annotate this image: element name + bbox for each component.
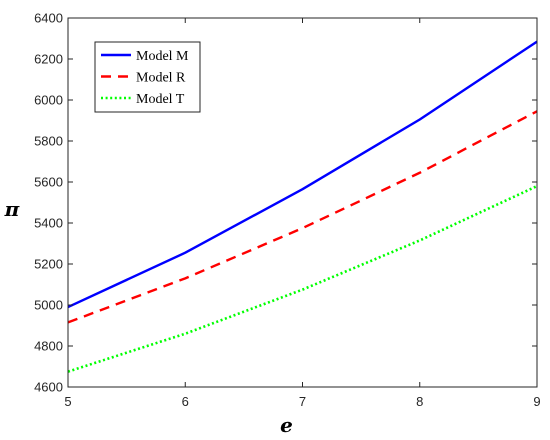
legend-label-model-m: Model M [136,49,189,64]
series-line-model-r [67,110,538,324]
x-tick-label: 7 [299,394,306,409]
legend-label-model-r: Model R [136,71,186,86]
series-layer [67,40,538,373]
x-tick-label: 9 [533,394,540,409]
y-tick-label: 6400 [34,11,63,26]
y-tick-label: 5200 [34,257,63,272]
x-tick-label: 6 [182,394,189,409]
y-tick-label: 6000 [34,93,63,108]
legend-box [94,41,201,113]
y-tick-label: 5600 [34,175,63,190]
series-line-model-t [67,184,538,373]
y-tick-label: 4600 [34,380,63,395]
x-tick-label: 5 [64,394,71,409]
x-axis-label: e [280,413,293,437]
y-tick-label: 6200 [34,52,63,67]
legend-label-model-t: Model T [136,92,185,107]
y-tick-label: 5000 [34,298,63,313]
y-axis-label: π [4,197,20,221]
y-tick-label: 5800 [34,134,63,149]
legend: Model M Model R Model T [94,41,201,113]
x-tick-label: 8 [416,394,423,409]
axes-layer: 5 6 7 8 9 4600 4800 5000 5200 5400 5600 5800 6000 620… [4,11,541,438]
series-line-model-m [67,40,538,309]
y-tick-label: 5400 [34,216,63,231]
y-tick-label: 4800 [34,339,63,354]
